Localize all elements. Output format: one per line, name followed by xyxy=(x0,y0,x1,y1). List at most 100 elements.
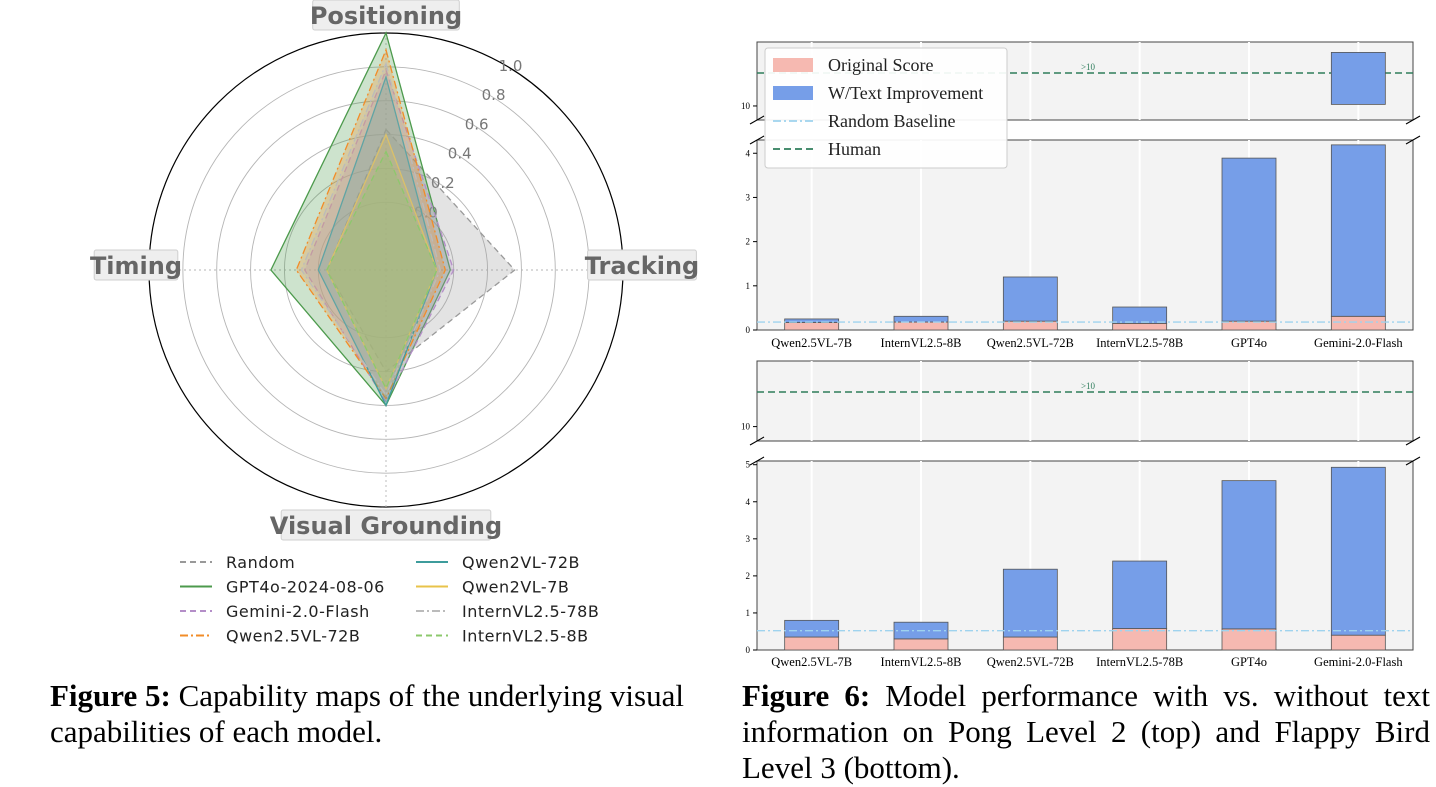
legend-label-gpt4o-2024-08-06: GPT4o-2024-08-06 xyxy=(226,578,385,597)
y-tick-label: 0 xyxy=(746,645,751,655)
legend-label-human: Human xyxy=(828,139,881,159)
y-tick-label: 1 xyxy=(746,281,751,291)
category-label-qwen2-5vl-72b: Qwen2.5VL-72B xyxy=(987,336,1074,350)
bar-improvement-upper-gemini-2-0-flash xyxy=(1330,52,1386,105)
axis-break-mark xyxy=(1405,135,1421,145)
radar-axis-label-positioning: Positioning xyxy=(310,2,462,30)
category-label-gemini-2-0-flash: Gemini-2.0-Flash xyxy=(1314,336,1403,350)
bar-improvement-internvl2-5-78b xyxy=(1112,560,1168,629)
radar-tick-label: 0.8 xyxy=(482,86,506,104)
panel2-upper-axes xyxy=(756,360,1414,442)
legend-label-gemini-2-0-flash: Gemini-2.0-Flash xyxy=(226,602,370,621)
axis-break-mark xyxy=(1405,436,1421,446)
radar-axis-label-box xyxy=(280,509,492,541)
bar-improvement-qwen2-5vl-72b xyxy=(1002,276,1058,322)
radar-tick-label: 1.0 xyxy=(499,57,523,75)
axis-break-mark xyxy=(749,436,765,446)
category-label-gemini-2-0-flash: Gemini-2.0-Flash xyxy=(1314,655,1403,669)
bar-original-gpt4o xyxy=(1221,628,1277,651)
radar-series-qwen2-5vl-72b xyxy=(295,47,446,401)
radar-grid-circle xyxy=(216,100,556,440)
bar-improvement-internvl2-5-8b xyxy=(893,315,949,323)
axis-break-mark xyxy=(749,135,765,145)
bar-original-qwen2-5vl-7b xyxy=(784,322,840,331)
bar-original-qwen2-5vl-7b xyxy=(784,636,840,651)
bar-improvement-gpt4o xyxy=(1221,480,1277,630)
y-tick-label: 10 xyxy=(741,422,751,432)
legend-label-random: Random xyxy=(226,553,295,572)
bar-original-qwen2-5vl-72b xyxy=(1002,636,1058,651)
legend-patch-original-score xyxy=(773,58,813,72)
bar-original-internvl2-5-8b xyxy=(893,638,949,651)
figure5-caption-label: Figure 5: xyxy=(50,678,171,713)
category-label-internvl2-5-78b: InternVL2.5-78B xyxy=(1096,336,1183,350)
radar-series-qwen2vl-72b xyxy=(317,74,438,408)
category-label-qwen2-5vl-7b: Qwen2.5VL-7B xyxy=(771,655,852,669)
human-label: >10 xyxy=(1081,381,1096,391)
figure5-radar-chart: 0.00.20.40.60.81.0PositioningTrackingVis… xyxy=(90,0,699,646)
radar-series-random xyxy=(326,128,516,373)
bar-original-gemini-2-0-flash xyxy=(1330,634,1386,651)
y-tick-label: 0 xyxy=(746,325,751,335)
y-tick-label: 3 xyxy=(746,534,751,544)
axis-break-mark xyxy=(749,115,765,125)
legend-label-w-text-improvement: W/Text Improvement xyxy=(828,83,983,103)
legend-patch-w-text-improvement xyxy=(773,86,813,100)
bar-original-internvl2-5-8b xyxy=(893,321,949,331)
radar-tick-label: 0.4 xyxy=(448,145,472,163)
category-label-qwen2-5vl-7b: Qwen2.5VL-7B xyxy=(771,336,852,350)
y-tick-label: 1 xyxy=(746,608,751,618)
category-label-gpt4o: GPT4o xyxy=(1231,336,1267,350)
y-tick-label: 2 xyxy=(746,571,751,581)
radar-tick-label: 0.6 xyxy=(465,115,489,133)
figure6-caption: Figure 6: Model performance with vs. wit… xyxy=(742,678,1430,786)
axis-break-mark xyxy=(749,456,765,466)
category-label-internvl2-5-78b: InternVL2.5-78B xyxy=(1096,655,1183,669)
figure6-legend-box xyxy=(764,47,1008,169)
axis-break-mark xyxy=(1405,115,1421,125)
bar-original-internvl2-5-78b xyxy=(1112,628,1168,651)
legend-label-original-score: Original Score xyxy=(828,55,933,75)
y-tick-label: 4 xyxy=(746,497,751,507)
bar-original-gemini-2-0-flash xyxy=(1330,315,1386,331)
legend-label-random-baseline: Random Baseline xyxy=(828,111,955,131)
bar-improvement-gpt4o xyxy=(1221,157,1277,322)
figure5-caption-text: Capability maps of the underlying visual… xyxy=(50,678,684,749)
legend-label-internvl2-5-78b: InternVL2.5-78B xyxy=(462,602,599,621)
category-label-internvl2-5-8b: InternVL2.5-8B xyxy=(881,655,962,669)
radar-axis-label-visual-grounding: Visual Grounding xyxy=(270,512,502,540)
legend-label-internvl2-5-8b: InternVL2.5-8B xyxy=(462,627,589,646)
bar-improvement-qwen2-5vl-7b xyxy=(784,619,840,638)
radar-series-internvl2-5-8b xyxy=(326,149,438,391)
figure6-caption-text: Model performance with vs. without text … xyxy=(742,678,1431,785)
figure5-caption: Figure 5: Capability maps of the underly… xyxy=(50,678,690,750)
axis-break-mark xyxy=(1405,456,1421,466)
radar-axis-label-timing: Timing xyxy=(90,252,182,280)
category-label-qwen2-5vl-72b: Qwen2.5VL-72B xyxy=(987,655,1074,669)
y-tick-label: 5 xyxy=(746,460,751,470)
y-tick-label: 10 xyxy=(741,101,751,111)
human-label: >10 xyxy=(1081,62,1096,72)
radar-axis-label-tracking: Tracking xyxy=(585,252,699,280)
radar-tick-label: 0.2 xyxy=(431,174,455,192)
radar-axis-label-box xyxy=(587,249,697,281)
radar-axis-label-box xyxy=(93,249,179,281)
panel1-lower-axes xyxy=(756,139,1414,331)
radar-series-internvl2-5-78b xyxy=(300,61,441,397)
legend-label-qwen2vl-7b: Qwen2VL-7B xyxy=(462,578,569,597)
bar-improvement-gemini-2-0-flash xyxy=(1330,144,1386,317)
y-tick-label: 3 xyxy=(746,192,751,202)
legend-label-qwen2-5vl-72b: Qwen2.5VL-72B xyxy=(226,627,360,646)
panel2-lower-axes xyxy=(756,460,1414,651)
bar-improvement-qwen2-5vl-72b xyxy=(1002,568,1058,638)
y-tick-label: 4 xyxy=(746,148,751,158)
bar-improvement-gemini-2-0-flash xyxy=(1330,466,1386,636)
category-label-gpt4o: GPT4o xyxy=(1231,655,1267,669)
category-label-internvl2-5-8b: InternVL2.5-8B xyxy=(881,336,962,350)
radar-axis-label-box xyxy=(312,0,460,31)
y-tick-label: 2 xyxy=(746,237,751,247)
legend-label-qwen2vl-72b: Qwen2VL-72B xyxy=(462,553,580,572)
bar-original-internvl2-5-78b xyxy=(1112,322,1168,331)
